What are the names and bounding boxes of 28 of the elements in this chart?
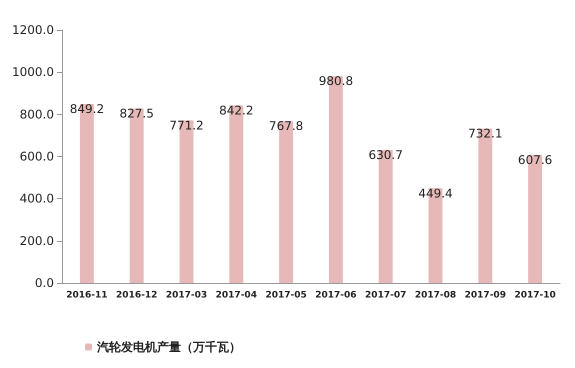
x-tick-label: 2017-05 — [265, 290, 307, 300]
x-tick-label: 2017-08 — [414, 290, 456, 300]
legend-label: 汽轮发电机产量（万千瓦） — [96, 340, 241, 354]
x-tick-label: 2017-10 — [514, 290, 556, 300]
data-label: 842.2 — [219, 103, 254, 118]
x-tick-label: 2017-06 — [315, 290, 357, 300]
y-tick-label: 800.0 — [20, 107, 54, 122]
y-tick-label: 1000.0 — [12, 65, 54, 80]
data-label: 980.8 — [318, 74, 354, 88]
y-tick-label: 200.0 — [20, 234, 54, 248]
y-tick-label: 400.0 — [20, 192, 54, 206]
y-tick-label: 1200.0 — [12, 23, 54, 37]
x-tick-label: 2017-07 — [365, 290, 406, 300]
data-label: 630.7 — [368, 148, 403, 162]
x-tick-label: 2017-03 — [166, 290, 208, 300]
data-label: 607.6 — [518, 152, 552, 167]
y-tick-label: 0.0 — [34, 276, 54, 290]
x-tick-label: 2017-09 — [464, 290, 506, 300]
data-label: 771.2 — [169, 118, 204, 132]
x-tick-label: 2016-11 — [66, 290, 108, 300]
data-label: 849.2 — [70, 102, 104, 116]
data-label: 449.4 — [418, 186, 453, 200]
data-label: 767.8 — [268, 119, 304, 134]
x-tick-label: 2016-12 — [116, 290, 158, 300]
data-label: 732.1 — [468, 126, 502, 141]
y-tick-label: 600.0 — [20, 150, 54, 164]
data-label: 827.5 — [120, 106, 154, 121]
x-tick-label: 2017-04 — [216, 290, 257, 300]
